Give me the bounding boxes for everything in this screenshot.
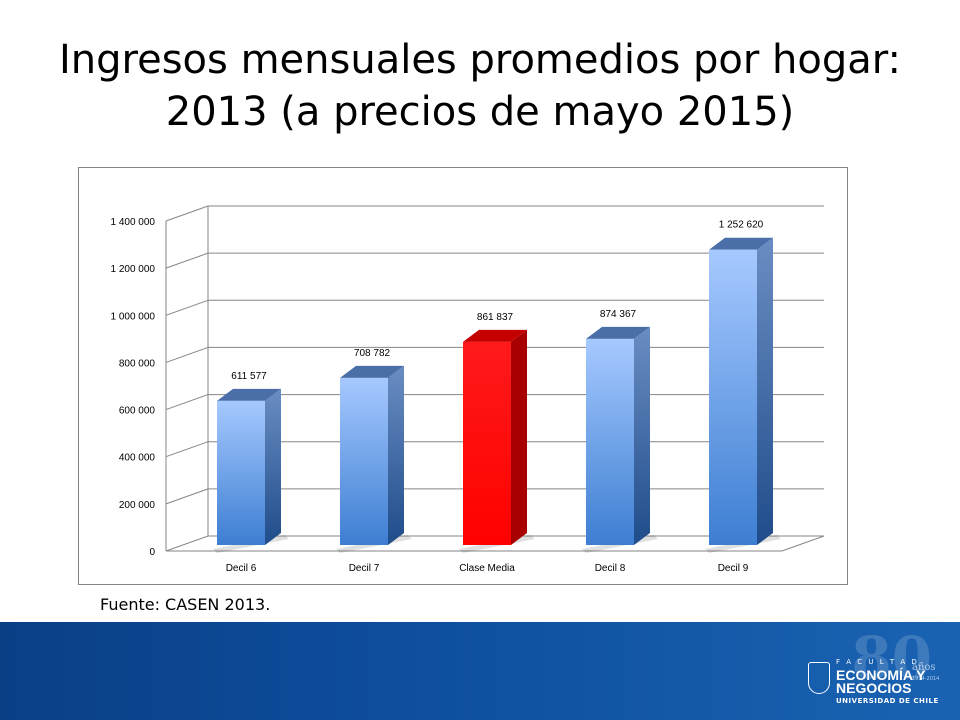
y-tick-label: 200 000 [119, 500, 156, 511]
bar-top [709, 237, 773, 250]
bar-side [265, 388, 281, 545]
bar-top [340, 365, 404, 378]
bar-side [511, 329, 527, 545]
y-tick-label: 600 000 [119, 406, 156, 417]
bar-chart: 0 200 000 400 000 600 000 800 000 1 000 000 1 … [111, 205, 825, 574]
logo-university: UNIVERSIDAD DE CHILE [836, 697, 939, 705]
logo-faculty-text: F A C U L T A D [836, 658, 919, 666]
faculty-logo: F A C U L T A D ECONOMÍA Y NEGOCIOS UNIV… [808, 646, 948, 712]
data-label: 611 577 [231, 371, 267, 382]
bar-front [340, 377, 388, 545]
bar-top [586, 326, 650, 339]
logo-years: 1934-2014 [912, 676, 940, 682]
logo-line2: NEGOCIOS [836, 680, 912, 696]
source-note: Fuente: CASEN 2013. [100, 595, 271, 614]
y-tick-label: 800 000 [119, 358, 156, 369]
gridline-diagonal [165, 252, 209, 269]
x-tick-label: Decil 8 [595, 563, 626, 574]
gridline-diagonal [165, 205, 209, 222]
gridline-diagonal [165, 441, 209, 458]
y-tick-label: 400 000 [119, 453, 156, 464]
bar-side [634, 326, 650, 545]
bar-top [217, 388, 281, 401]
logo-line1: ECONOMÍA Y [836, 667, 926, 683]
gridline-diagonal [165, 346, 209, 363]
x-tick-label: Decil 6 [226, 563, 257, 574]
gridline-diagonal [165, 488, 209, 505]
gridline-diagonal [165, 299, 209, 316]
x-tick-label: Decil 9 [718, 563, 749, 574]
data-label: 874 367 [600, 309, 637, 320]
x-tick-label: Clase Media [459, 563, 515, 574]
bar-front [586, 338, 634, 545]
bar-top [463, 329, 527, 342]
y-tick-label: 1 000 000 [111, 311, 156, 322]
bar-front [709, 249, 757, 545]
y-tick-label: 1 200 000 [111, 264, 156, 275]
logo-anos: años [912, 662, 936, 673]
crest-icon [808, 662, 830, 694]
x-tick-label: Decil 7 [349, 563, 380, 574]
gridline-diagonal [165, 394, 209, 411]
anniversary-watermark: 80 [851, 624, 932, 692]
bar-side [388, 365, 404, 545]
bar-front [217, 400, 265, 545]
chart-floor [165, 535, 825, 552]
bar-decil-7 [336, 365, 412, 553]
y-tick-label: 0 [149, 547, 155, 558]
data-label: 708 782 [354, 348, 391, 359]
bar-decil-6 [213, 388, 289, 553]
bar-side [757, 237, 773, 545]
bar-front [463, 341, 511, 545]
footer-band: 80 F A C U L T A D ECONOMÍA Y NEGOCIOS U… [0, 622, 960, 720]
bar-decil-9 [705, 237, 781, 553]
bar-clase-media [459, 329, 535, 553]
bar-decil-8 [582, 326, 658, 553]
slide-title: Ingresos mensuales promedios por hogar: … [59, 37, 901, 135]
y-tick-label: 1 400 000 [111, 217, 156, 228]
data-label: 1 252 620 [719, 220, 764, 231]
data-label: 861 837 [477, 312, 514, 323]
chart-frame: 0 200 000 400 000 600 000 800 000 1 000 000 1 … [78, 167, 848, 585]
